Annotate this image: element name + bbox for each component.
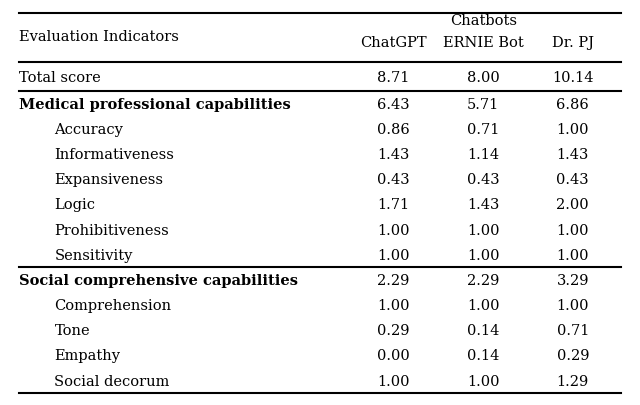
Text: Sensitivity: Sensitivity <box>54 248 132 262</box>
Text: 1.43: 1.43 <box>378 148 410 162</box>
Text: 0.71: 0.71 <box>467 123 499 136</box>
Text: Medical professional capabilities: Medical professional capabilities <box>19 98 291 111</box>
Text: 2.29: 2.29 <box>467 273 499 287</box>
Text: 10.14: 10.14 <box>552 70 593 84</box>
Text: Dr. PJ: Dr. PJ <box>552 36 594 49</box>
Text: Comprehension: Comprehension <box>54 298 172 312</box>
Text: 1.00: 1.00 <box>467 223 499 237</box>
Text: 6.43: 6.43 <box>378 98 410 111</box>
Text: 0.29: 0.29 <box>557 349 589 362</box>
Text: Informativeness: Informativeness <box>54 148 174 162</box>
Text: Evaluation Indicators: Evaluation Indicators <box>19 30 179 43</box>
Text: 1.00: 1.00 <box>378 248 410 262</box>
Text: 8.71: 8.71 <box>378 70 410 84</box>
Text: Total score: Total score <box>19 70 101 84</box>
Text: Social comprehensive capabilities: Social comprehensive capabilities <box>19 273 298 287</box>
Text: 1.00: 1.00 <box>557 123 589 136</box>
Text: 5.71: 5.71 <box>467 98 499 111</box>
Text: 6.86: 6.86 <box>556 98 589 111</box>
Text: 8.00: 8.00 <box>467 70 500 84</box>
Text: 0.14: 0.14 <box>467 349 499 362</box>
Text: ERNIE Bot: ERNIE Bot <box>443 36 524 49</box>
Text: Accuracy: Accuracy <box>54 123 124 136</box>
Text: 2.29: 2.29 <box>378 273 410 287</box>
Text: 1.43: 1.43 <box>557 148 589 162</box>
Text: Prohibitiveness: Prohibitiveness <box>54 223 169 237</box>
Text: 1.00: 1.00 <box>467 298 499 312</box>
Text: 0.86: 0.86 <box>377 123 410 136</box>
Text: 0.14: 0.14 <box>467 324 499 337</box>
Text: Empathy: Empathy <box>54 349 120 362</box>
Text: Social decorum: Social decorum <box>54 374 170 388</box>
Text: 1.71: 1.71 <box>378 198 410 212</box>
Text: Chatbots: Chatbots <box>450 14 516 28</box>
Text: ChatGPT: ChatGPT <box>360 36 427 49</box>
Text: Tone: Tone <box>54 324 90 337</box>
Text: Logic: Logic <box>54 198 95 212</box>
Text: 1.14: 1.14 <box>467 148 499 162</box>
Text: Expansiveness: Expansiveness <box>54 173 163 187</box>
Text: 0.43: 0.43 <box>378 173 410 187</box>
Text: 1.00: 1.00 <box>557 223 589 237</box>
Text: 1.00: 1.00 <box>378 298 410 312</box>
Text: 1.00: 1.00 <box>467 248 499 262</box>
Text: 1.00: 1.00 <box>557 298 589 312</box>
Text: 0.43: 0.43 <box>557 173 589 187</box>
Text: 1.29: 1.29 <box>557 374 589 388</box>
Text: 1.00: 1.00 <box>378 374 410 388</box>
Text: 0.29: 0.29 <box>378 324 410 337</box>
Text: 0.00: 0.00 <box>377 349 410 362</box>
Text: 1.00: 1.00 <box>557 248 589 262</box>
Text: 1.00: 1.00 <box>378 223 410 237</box>
Text: 0.71: 0.71 <box>557 324 589 337</box>
Text: 0.43: 0.43 <box>467 173 499 187</box>
Text: 3.29: 3.29 <box>557 273 589 287</box>
Text: 1.00: 1.00 <box>467 374 499 388</box>
Text: 1.43: 1.43 <box>467 198 499 212</box>
Text: 2.00: 2.00 <box>557 198 589 212</box>
